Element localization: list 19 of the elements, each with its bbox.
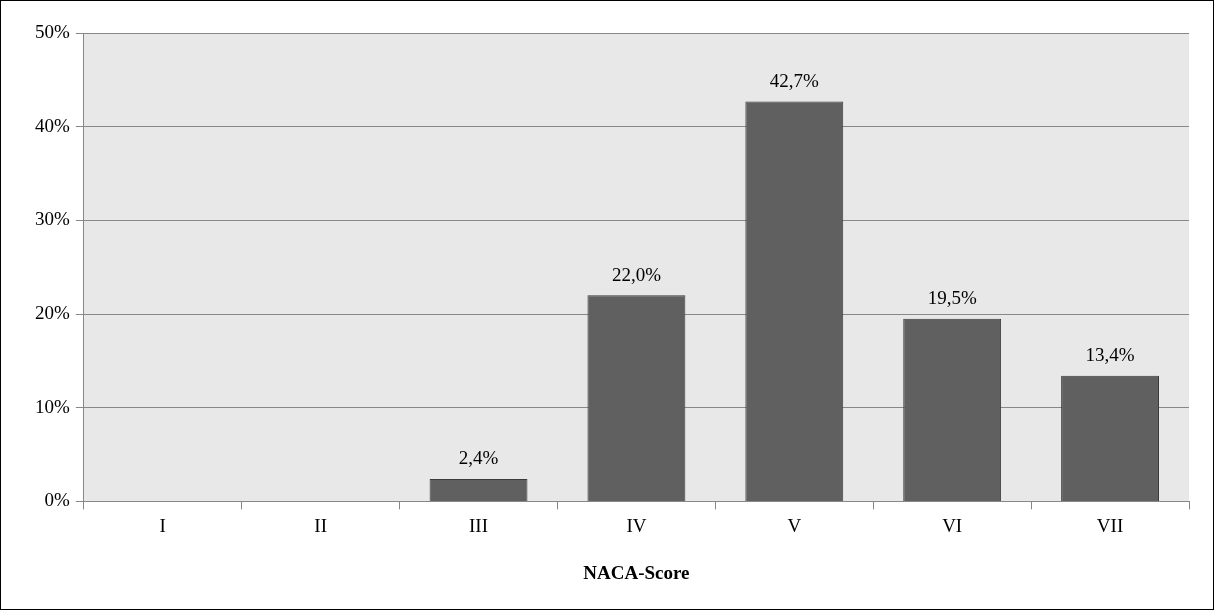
data-label: 42,7% xyxy=(769,69,820,91)
x-axis-title: NACA-Score xyxy=(583,561,690,583)
y-tick-label: 30% xyxy=(35,208,70,230)
data-label: 13,4% xyxy=(1085,344,1135,366)
x-tick-label: II xyxy=(314,514,327,536)
x-tick-label: III xyxy=(469,514,489,536)
data-label: 22,0% xyxy=(611,263,662,285)
y-tick-label: 0% xyxy=(44,489,70,511)
x-tick-label: VI xyxy=(942,514,963,536)
y-tick-label: 10% xyxy=(35,395,70,417)
x-tick-label: IV xyxy=(626,514,647,536)
y-tick-label: 50% xyxy=(35,20,70,42)
y-tick-label: 40% xyxy=(35,114,70,136)
y-tick-label: 20% xyxy=(35,302,70,324)
x-tick-label: VII xyxy=(1096,514,1124,536)
x-tick-label: I xyxy=(159,514,166,536)
data-label: 2,4% xyxy=(458,447,499,469)
x-tick-label: V xyxy=(787,514,802,536)
data-label: 19,5% xyxy=(927,287,977,309)
